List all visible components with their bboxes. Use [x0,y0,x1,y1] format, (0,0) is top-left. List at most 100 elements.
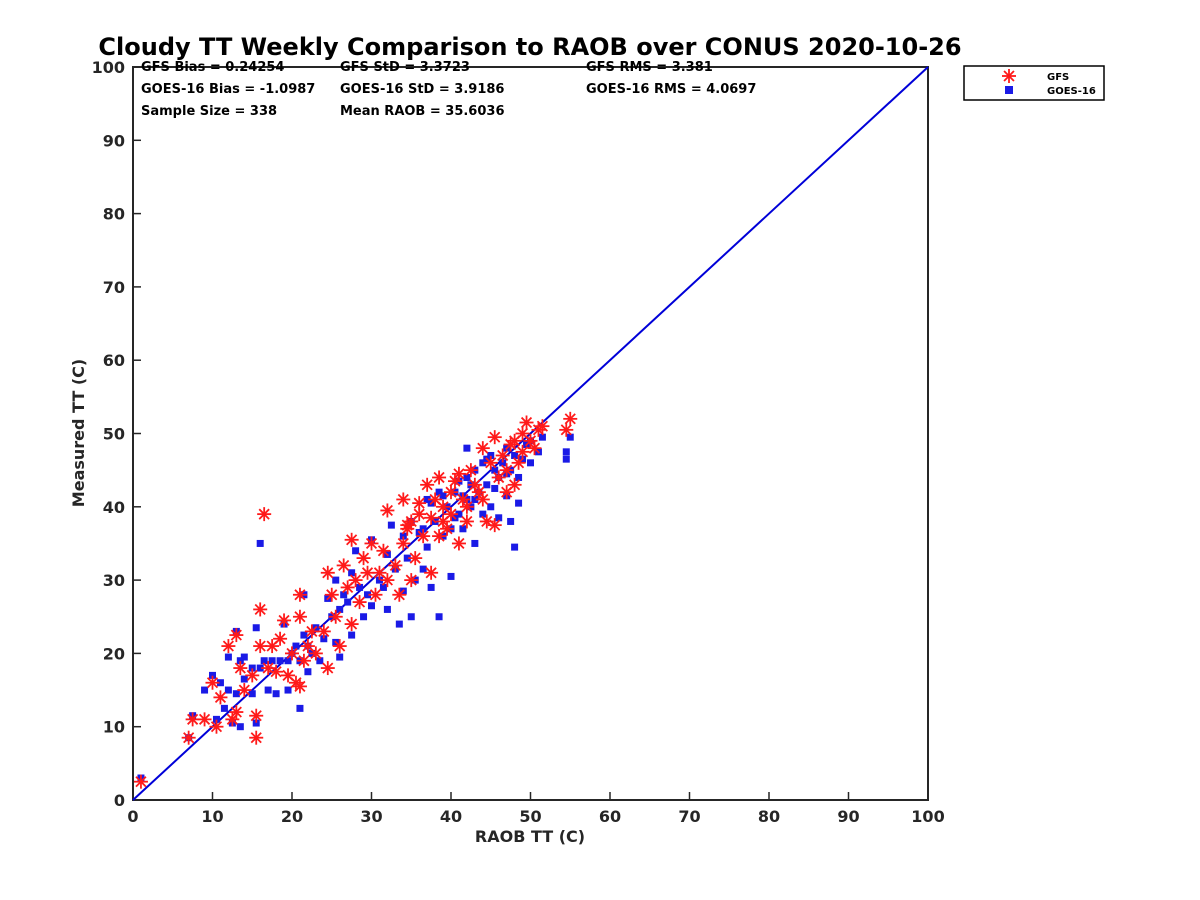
gfs-point [404,573,419,588]
goes16-point [232,690,240,698]
goes16-point [340,591,348,599]
gfs-point [432,470,447,485]
gfs-point [400,518,415,533]
goes16-point [276,657,284,665]
x-tick-label: 80 [758,807,780,826]
gfs-point [471,485,486,500]
goes16-point [403,554,411,562]
gfs-point [487,518,502,533]
goes16-point [240,675,248,683]
gfs-point [444,485,458,500]
stat-text: GOES-16 StD = 3.9186 [340,82,504,97]
goes16-point [236,723,244,731]
gfs-point [253,639,268,654]
gfs-point [451,466,466,481]
gfs-point [1002,69,1016,83]
chart-title: Cloudy TT Weekly Comparison to RAOB over… [98,33,961,61]
gfs-point [412,507,427,522]
goes16-point [201,686,209,694]
goes16-point [407,613,415,621]
x-tick-label: 0 [127,807,138,826]
y-tick-label: 100 [92,58,125,77]
x-tick-label: 40 [440,807,462,826]
gfs-point [388,558,403,573]
gfs-point [249,730,264,745]
gfs-point [320,661,335,676]
x-tick-label: 50 [519,807,541,826]
gfs-point [559,422,574,437]
gfs-point [245,668,260,683]
goes16-point [348,569,356,577]
goes16-point [491,484,499,492]
goes16-point [487,451,495,459]
goes16-point [495,514,503,522]
goes16-point [479,459,487,467]
gfs-point [495,448,510,463]
goes16-point [447,572,455,580]
y-axis-label: Measured TT (C) [69,359,88,507]
goes16-point [292,642,300,650]
y-tick-label: 40 [103,498,125,517]
gfs-point [459,499,474,514]
gfs-point [455,492,470,507]
goes16-point [212,715,220,723]
x-tick-label: 20 [281,807,303,826]
gfs-point [181,730,196,745]
goes16-point [248,690,256,698]
x-tick-label: 60 [599,807,621,826]
gfs-point [519,415,534,430]
gfs-point [507,477,522,492]
legend-box [963,65,1105,101]
goes16-point [272,690,280,698]
gfs-point [459,514,474,529]
goes16-point [316,657,324,665]
goes16-point [527,459,534,467]
goes16-point [252,719,260,727]
y-tick-label: 60 [103,351,125,370]
gfs-point [475,492,490,507]
gfs-point [515,444,530,459]
one-to-one-line-group [132,66,929,801]
goes16-point [344,598,352,606]
gfs-point [209,719,224,734]
goes16-point [320,635,328,643]
gfs-point [408,551,423,566]
gfs-point [467,477,482,492]
goes16-point [256,539,264,547]
gfs-point [320,565,335,580]
gfs-point [380,573,395,588]
gfs-point [344,532,359,547]
y-tick-label: 20 [103,644,125,663]
goes16-point [499,459,507,467]
gfs-point [535,419,550,434]
gfs-point [424,565,439,580]
goes16-point [368,602,375,610]
y-tick-label: 80 [103,205,125,224]
goes16-point [375,576,383,584]
goes16-point [240,653,248,661]
goes16-point [352,547,360,555]
gfs-point [360,565,375,580]
stat-text: GOES-16 Bias = -1.0987 [141,82,315,97]
gfs-point [229,628,244,643]
goes16-point [268,657,276,665]
goes16-point [471,539,479,547]
y-tick-label: 50 [103,425,125,444]
gfs-point [396,536,411,551]
legend-marker-goes16 [1005,86,1013,94]
goes16-point [395,620,403,628]
goes16-point [300,631,308,639]
goes16-point [248,664,256,672]
gfs-point [324,587,339,602]
gfs-point [292,679,307,694]
legend-label: GFS [1047,72,1069,83]
goes16-point [463,444,471,452]
goes16-point [356,583,364,591]
goes16-point [209,671,216,679]
goes16-point [491,466,499,474]
stat-text: Mean RAOB = 35.6036 [340,104,505,119]
gfs-point [233,661,248,676]
gfs-point [332,639,347,654]
goes16-point [566,433,574,441]
